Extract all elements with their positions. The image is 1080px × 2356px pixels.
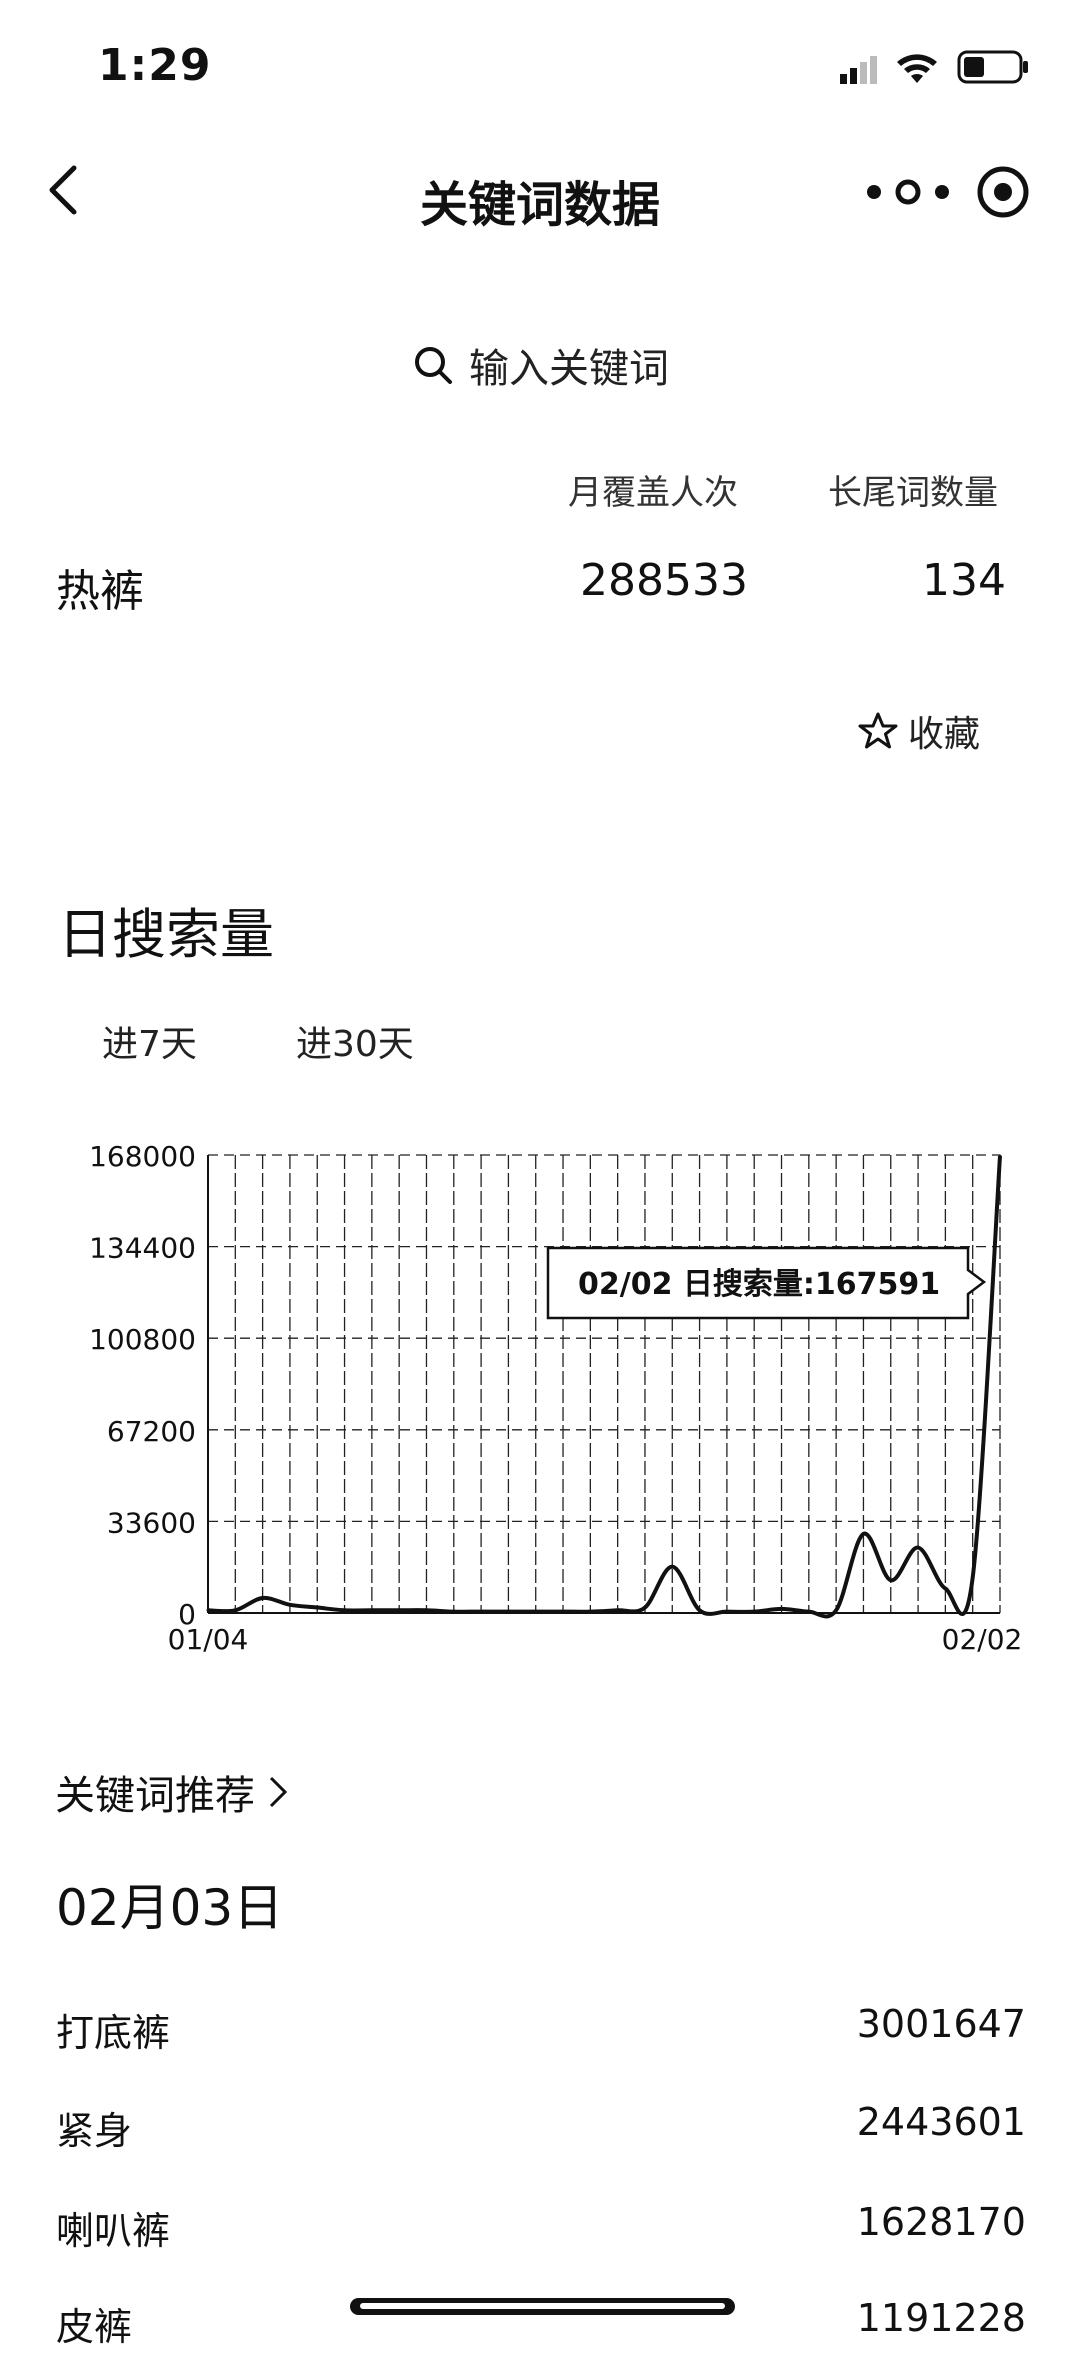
series-line [207, 1155, 1002, 1619]
y-tick-label: 134400 [89, 1232, 196, 1265]
search-bar[interactable]: 输入关键词 [0, 335, 1080, 395]
search-icon [415, 347, 452, 384]
data-point [670, 1565, 674, 1569]
data-point [370, 1608, 374, 1612]
data-point [233, 1608, 237, 1612]
page-title: 关键词数据 [419, 177, 660, 233]
home-indicator [350, 2298, 735, 2315]
tab-30-days[interactable]: 进30天 [296, 1024, 414, 1065]
list-item-value: 1191228 [856, 2296, 1026, 2340]
data-point [288, 1603, 292, 1607]
y-tick-label: 168000 [89, 1140, 196, 1173]
data-point [834, 1608, 838, 1612]
data-point [971, 1576, 975, 1580]
daily-search-chart: 168000 134400 100800 67200 33600 001/04 02/02 0… [89, 1140, 1020, 1655]
list-item[interactable]: 紧身 2443601 [56, 2100, 1026, 2160]
data-point [807, 1610, 811, 1614]
daily-search-title: 日搜索量 [58, 903, 274, 966]
y-tick-label: 0 [178, 1598, 196, 1631]
battery-icon [957, 50, 1028, 84]
tooltip-text: 02/02 日搜索量:167591 [578, 1267, 940, 1302]
close-miniprogram-icon[interactable] [975, 164, 1031, 220]
keyword-recommend-link[interactable]: 关键词推荐 [55, 1763, 291, 1821]
keyword-name: 热裤 [56, 566, 144, 617]
keyword-long-tail-count: 134 [922, 555, 1006, 606]
data-point [343, 1608, 347, 1612]
list-item[interactable]: 喇叭裤 1628170 [56, 2200, 1026, 2260]
more-icon[interactable] [858, 172, 958, 212]
keyword-recommend-title: 关键词推荐 [55, 1773, 255, 1819]
y-tick-label: 67200 [107, 1415, 196, 1448]
data-point [561, 1610, 565, 1614]
data-point [889, 1578, 893, 1582]
data-point [534, 1610, 538, 1614]
column-monthly-reach: 月覆盖人次 [568, 473, 738, 513]
list-item[interactable]: 打底裤 3001647 [56, 2002, 1026, 2062]
signal-icon [840, 56, 877, 84]
wifi-icon [897, 54, 937, 83]
y-tick-label: 33600 [107, 1506, 196, 1539]
keyword-monthly-reach: 288533 [580, 555, 748, 606]
x-tick-label: 02/02 [942, 1623, 1020, 1655]
data-point [943, 1586, 947, 1590]
list-item-name: 紧身 [56, 2109, 133, 2153]
data-point [780, 1607, 784, 1611]
data-point [206, 1608, 210, 1612]
data-point [643, 1606, 647, 1610]
tab-7-days[interactable]: 进7天 [102, 1024, 197, 1065]
status-time: 1:29 [98, 40, 212, 91]
data-point [616, 1608, 620, 1612]
favorite-label: 收藏 [908, 714, 981, 755]
recommend-date: 02月03日 [56, 1879, 284, 1937]
list-item[interactable]: 皮裤 1191228 [56, 2296, 1026, 2356]
data-point [916, 1546, 920, 1550]
data-point [861, 1532, 865, 1536]
x-tick-label: 01/04 [168, 1623, 249, 1655]
data-point [725, 1610, 729, 1614]
star-icon [858, 712, 898, 749]
list-item-name: 打底裤 [56, 2011, 171, 2055]
search-placeholder: 输入关键词 [469, 346, 669, 392]
list-item-value: 3001647 [856, 2002, 1026, 2046]
chevron-right-icon [269, 1776, 288, 1808]
tooltip-box [546, 1246, 987, 1320]
favorite-button[interactable]: 收藏 [858, 705, 980, 757]
status-icons [840, 50, 1028, 84]
column-long-tail: 长尾词数量 [828, 473, 998, 513]
list-item-name: 皮裤 [56, 2305, 133, 2349]
list-item-value: 2443601 [856, 2100, 1026, 2144]
back-icon[interactable] [40, 160, 90, 220]
data-point [424, 1608, 428, 1612]
y-tick-label: 100800 [89, 1323, 196, 1356]
data-point [998, 1154, 1002, 1158]
data-point [261, 1596, 265, 1600]
data-point [397, 1608, 401, 1612]
data-point [698, 1608, 702, 1612]
data-point [315, 1606, 319, 1610]
data-point [506, 1610, 510, 1614]
data-point [588, 1610, 592, 1614]
data-point [752, 1610, 756, 1614]
data-point [479, 1610, 483, 1614]
list-item-name: 喇叭裤 [56, 2209, 171, 2253]
data-point [452, 1610, 456, 1614]
list-item-value: 1628170 [856, 2200, 1026, 2244]
